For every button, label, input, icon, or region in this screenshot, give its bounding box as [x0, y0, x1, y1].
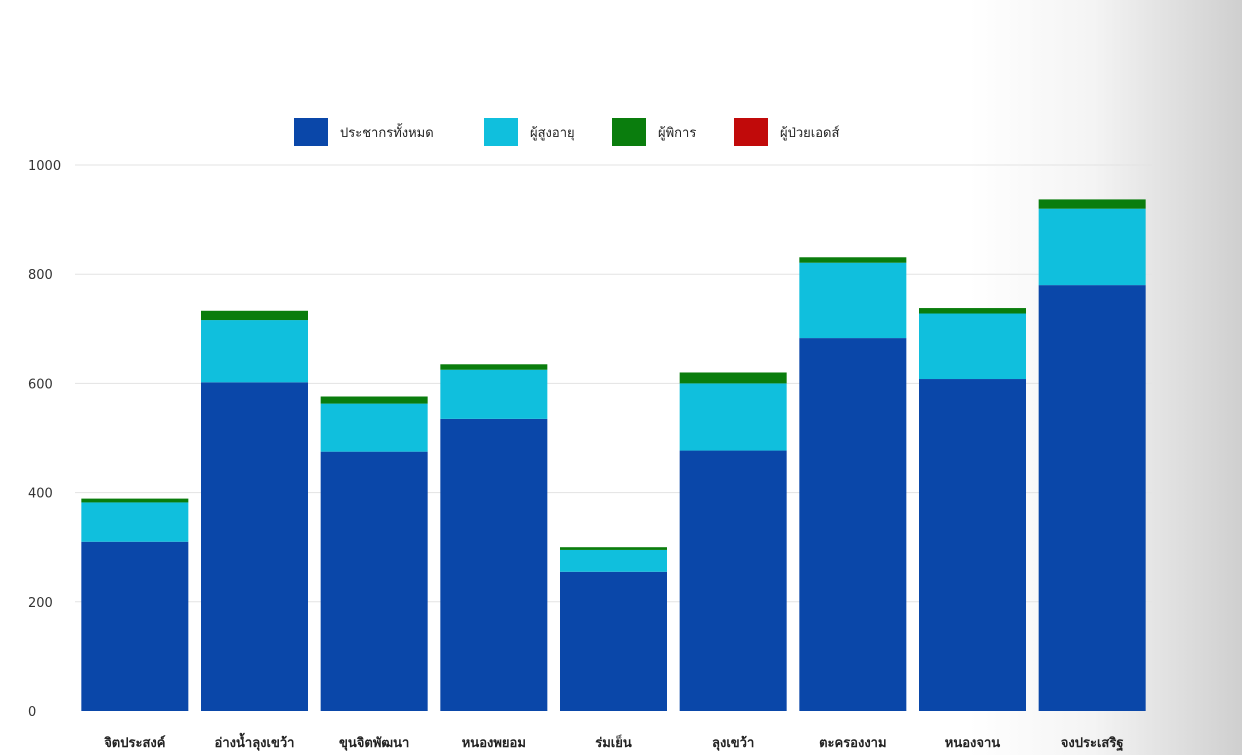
- bar-segment: [560, 547, 667, 550]
- bar-segment: [919, 313, 1026, 380]
- x-category-label: จงประเสริฐ: [1061, 736, 1124, 751]
- bars-layer: [81, 199, 1146, 711]
- y-tick-label: 400: [28, 487, 53, 502]
- x-category-label: ตะครองงาม: [819, 736, 886, 751]
- bar-segment: [679, 383, 787, 451]
- x-category-label: จิตประสงค์: [104, 735, 166, 751]
- x-category-label: ขุนจิตพัฒนา: [339, 736, 409, 751]
- x-category-label: หนองพยอม: [462, 736, 526, 751]
- x-axis: จิตประสงค์ อ่างน้ำลุงเขว้า ขุนจิตพัฒนา หนอง…: [104, 732, 1124, 752]
- bar-segment: [799, 257, 907, 263]
- bar-segment: [440, 364, 548, 370]
- legend-label: ผู้พิการ: [658, 126, 696, 141]
- bar-segment: [81, 498, 189, 503]
- bar-segment: [560, 571, 667, 711]
- bar-segment: [81, 502, 189, 542]
- bar-segment: [919, 308, 1026, 314]
- bar-segment: [1038, 285, 1146, 711]
- y-tick-label: 1000: [28, 159, 61, 174]
- x-category-label: อ่างน้ำลุงเขว้า: [215, 732, 295, 751]
- legend-swatch: [484, 118, 518, 146]
- bar-segment: [201, 310, 308, 321]
- bar-segment: [440, 369, 548, 419]
- bar-segment: [1038, 199, 1146, 209]
- bar-segment: [560, 549, 667, 572]
- y-tick-label: 0: [28, 705, 36, 720]
- y-axis: 0 200 400 600 800 1000: [28, 159, 61, 720]
- legend-item: ผู้ป่วยเอดส์: [734, 118, 839, 146]
- bar-segment: [201, 320, 308, 383]
- bar-segment: [679, 450, 787, 711]
- bar-segment: [799, 338, 907, 711]
- legend: ประชากรทั้งหมด ผู้สูงอายุ ผู้พิการ ผู้ป่วยเ…: [294, 118, 839, 146]
- legend-swatch: [294, 118, 328, 146]
- x-category-label: ลุงเขว้า: [712, 735, 754, 751]
- bar-segment: [679, 372, 787, 384]
- bar-segment: [81, 541, 189, 711]
- legend-item: ผู้พิการ: [612, 118, 696, 146]
- y-tick-label: 600: [28, 377, 53, 392]
- legend-swatch: [734, 118, 768, 146]
- bar-segment: [320, 403, 428, 452]
- y-tick-label: 800: [28, 268, 53, 283]
- bar-segment: [320, 396, 428, 404]
- bar-segment: [919, 379, 1026, 711]
- bar-segment: [1038, 208, 1146, 286]
- bar-segment: [799, 262, 907, 339]
- legend-item: ประชากรทั้งหมด: [294, 118, 434, 146]
- bar-segment: [440, 418, 548, 711]
- legend-item: ผู้สูงอายุ: [484, 118, 575, 146]
- legend-label: ประชากรทั้งหมด: [340, 123, 434, 141]
- legend-label: ผู้สูงอายุ: [530, 126, 575, 141]
- bar-segment: [320, 451, 428, 711]
- x-category-label: ร่มเย็น: [595, 733, 632, 751]
- y-tick-label: 200: [28, 596, 53, 611]
- x-category-label: หนองจาน: [945, 736, 1001, 751]
- legend-swatch: [612, 118, 646, 146]
- legend-label: ผู้ป่วยเอดส์: [780, 125, 839, 141]
- bar-segment: [201, 382, 308, 711]
